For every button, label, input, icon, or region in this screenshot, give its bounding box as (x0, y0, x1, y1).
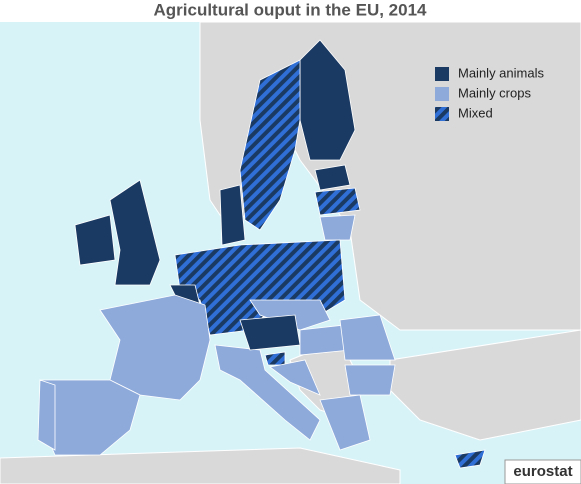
legend-swatch (435, 107, 449, 121)
map-title: Agricultural ouput in the EU, 2014 (154, 0, 428, 19)
legend-label: Mixed (458, 105, 493, 120)
legend-label: Mainly crops (458, 85, 531, 100)
source: eurostat (513, 463, 572, 480)
legend-label: Mainly animals (458, 65, 544, 80)
legend-swatch (435, 67, 449, 81)
legend: Mainly animals Mainly crops Mixed (435, 65, 544, 121)
legend-swatch (435, 87, 449, 101)
title-bar (0, 0, 581, 22)
eu-countries (37, 39, 486, 469)
source-box (504, 459, 581, 484)
